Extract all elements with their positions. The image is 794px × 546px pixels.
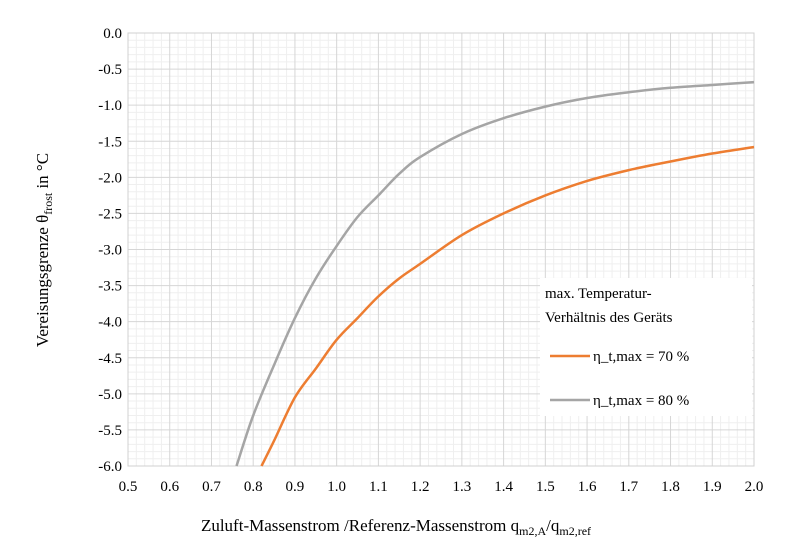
y-tick-label: -4.0 <box>98 315 122 331</box>
x-tick-label: 1.4 <box>494 479 513 495</box>
y-tick-label: -4.5 <box>98 351 122 367</box>
legend-title-line1: max. Temperatur- <box>545 286 652 302</box>
y-tick-label: -6.0 <box>98 459 122 475</box>
x-tick-label: 1.7 <box>619 479 638 495</box>
x-tick-label: 1.1 <box>369 479 388 495</box>
legend-label-80: η_t,max = 80 % <box>593 393 689 409</box>
x-tick-label: 0.8 <box>244 479 263 495</box>
x-tick-label: 2.0 <box>745 479 764 495</box>
x-tick-label: 0.5 <box>119 479 138 495</box>
series-line-80 <box>235 80 755 467</box>
x-tick-label: 0.9 <box>286 479 305 495</box>
x-tick-label: 0.7 <box>202 479 221 495</box>
y-axis-title: Vereisungsgrenze θfrost in °C <box>33 153 55 347</box>
y-tick-label: 0.0 <box>103 26 122 42</box>
x-tick-label: 1.3 <box>452 479 471 495</box>
x-tick-label: 1.8 <box>661 479 680 495</box>
y-tick-label: -1.5 <box>98 134 122 150</box>
y-tick-label: -0.5 <box>98 62 122 78</box>
x-tick-label: 1.9 <box>703 479 722 495</box>
x-axis-ticks: 0.5 0.6 0.7 0.8 0.9 1.0 1.1 1.2 1.3 1.4 1.5 1.6 1.7 1… <box>119 479 764 495</box>
y-tick-label: -5.0 <box>98 387 122 403</box>
y-tick-label: -2.0 <box>98 170 122 186</box>
legend-background <box>540 278 752 416</box>
legend-title-line2: Verhältnis des Geräts <box>545 310 673 326</box>
x-tick-label: 0.6 <box>160 479 179 495</box>
x-tick-label: 1.0 <box>327 479 346 495</box>
x-tick-label: 1.2 <box>411 479 430 495</box>
plot-area <box>127 32 755 467</box>
y-tick-label: -3.0 <box>98 243 122 259</box>
y-tick-label: -3.5 <box>98 279 122 295</box>
x-tick-label: 1.5 <box>536 479 555 495</box>
legend-label-70: η_t,max = 70 % <box>593 349 689 365</box>
x-tick-label: 1.6 <box>578 479 597 495</box>
series-layer <box>235 80 755 467</box>
y-tick-label: -5.5 <box>98 423 122 439</box>
x-axis-title: Zuluft-Massenstrom /Referenz-Massenstrom… <box>201 516 591 538</box>
series-line-70 <box>260 145 755 467</box>
y-tick-label: -2.5 <box>98 206 122 222</box>
y-tick-label: -1.0 <box>98 98 122 114</box>
y-axis-ticks: 0.0 -0.5 -1.0 -1.5 -2.0 -2.5 -3.0 -3.5 -4.0 -4.5 -… <box>98 26 122 475</box>
